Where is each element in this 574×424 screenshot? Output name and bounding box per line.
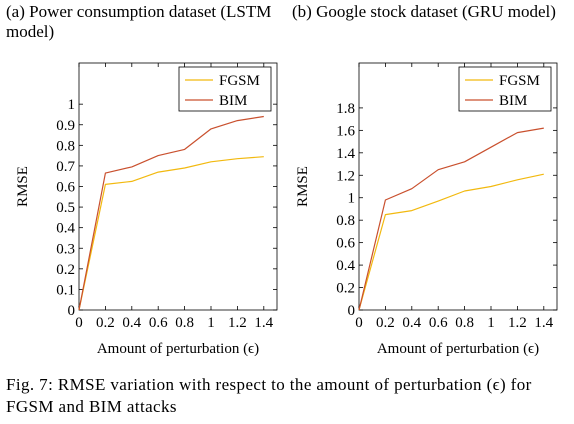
y-axis-label: RMSE [15,166,31,207]
x-tick-label: 0.4 [402,315,421,331]
y-tick-label: 1 [68,97,76,113]
y-tick-label: 1.8 [336,101,355,117]
x-tick-label: 0.8 [175,315,194,331]
x-tick-label: 0 [355,315,363,331]
x-axis-label: Amount of perturbation (ϵ) [377,341,539,357]
x-tick-label: 0 [75,315,83,331]
y-tick-label: 0 [68,303,76,319]
y-tick-label: 0.8 [336,213,355,229]
y-tick-label: 1.6 [336,123,355,139]
y-tick-label: 1 [348,191,356,207]
series-line-bim [358,127,544,311]
y-axis-label: RMSE [295,166,311,207]
y-tick-label: 0.7 [56,159,75,175]
x-tick-label: 1.2 [508,315,527,331]
series-line-fgsm [358,173,544,311]
legend-label-bim: BIM [499,93,527,109]
x-tick-label: 1.4 [534,315,553,331]
y-tick-label: 0 [348,303,356,319]
x-tick-label: 0.4 [122,315,141,331]
panel-a-title: (a) Power consumption dataset (LSTM mode… [6,2,272,41]
y-tick-label: 0.4 [56,221,75,237]
figure-caption: Fig. 7: RMSE variation with respect to t… [6,375,532,416]
x-tick-label: 1 [207,315,215,331]
y-tick-label: 1.2 [336,168,355,184]
x-tick-label: 0.8 [455,315,474,331]
x-tick-label: 0.6 [429,315,448,331]
legend-box [178,66,272,112]
legend-label-fgsm: FGSM [219,73,260,89]
y-tick-label: 0.2 [336,281,355,297]
chart-1: 0 0.2 0.4 0.6 0.8 1 1.2 1.4 0 0.1 0.2 0.3 0.4 0.5 0.6 0… [15,62,278,357]
x-axis-label: Amount of perturbation (ϵ) [97,341,259,357]
y-tick-label: 0.2 [56,262,75,278]
series-line-fgsm [78,156,264,311]
panel-b-title: (b) Google stock dataset (GRU model) [292,2,556,21]
y-tick-label: 0.3 [56,241,75,257]
y-tick-label: 0.1 [56,282,75,298]
legend-label-fgsm: FGSM [499,73,540,89]
legend-label-bim: BIM [219,93,247,109]
charts-canvas: 0 0.2 0.4 0.6 0.8 1 1.2 1.400.10.20.30.40.50.60… [15,62,558,357]
x-tick-label: 1.4 [254,315,273,331]
series-line-bim [78,115,264,311]
x-tick-label: 0.6 [149,315,168,331]
x-tick-label: 0.2 [96,315,115,331]
y-tick-label: 0.9 [56,118,75,134]
y-tick-label: 0.8 [56,138,75,154]
chart-2: 0 0.2 0.4 0.6 0.8 1 1.2 1.4 0 0.2 0.4 0.6 0.8 1 1.2 1.4… [295,62,558,357]
x-tick-label: 0.2 [376,315,395,331]
y-tick-label: 0.6 [56,180,75,196]
y-tick-label: 1.4 [336,146,355,162]
x-tick-label: 1 [487,315,495,331]
legend-box [458,66,552,112]
plot-frame [358,62,558,311]
y-tick-label: 0.4 [336,258,355,274]
y-tick-label: 0.5 [56,200,75,216]
y-tick-label: 0.6 [336,236,355,252]
x-tick-label: 1.2 [228,315,247,331]
